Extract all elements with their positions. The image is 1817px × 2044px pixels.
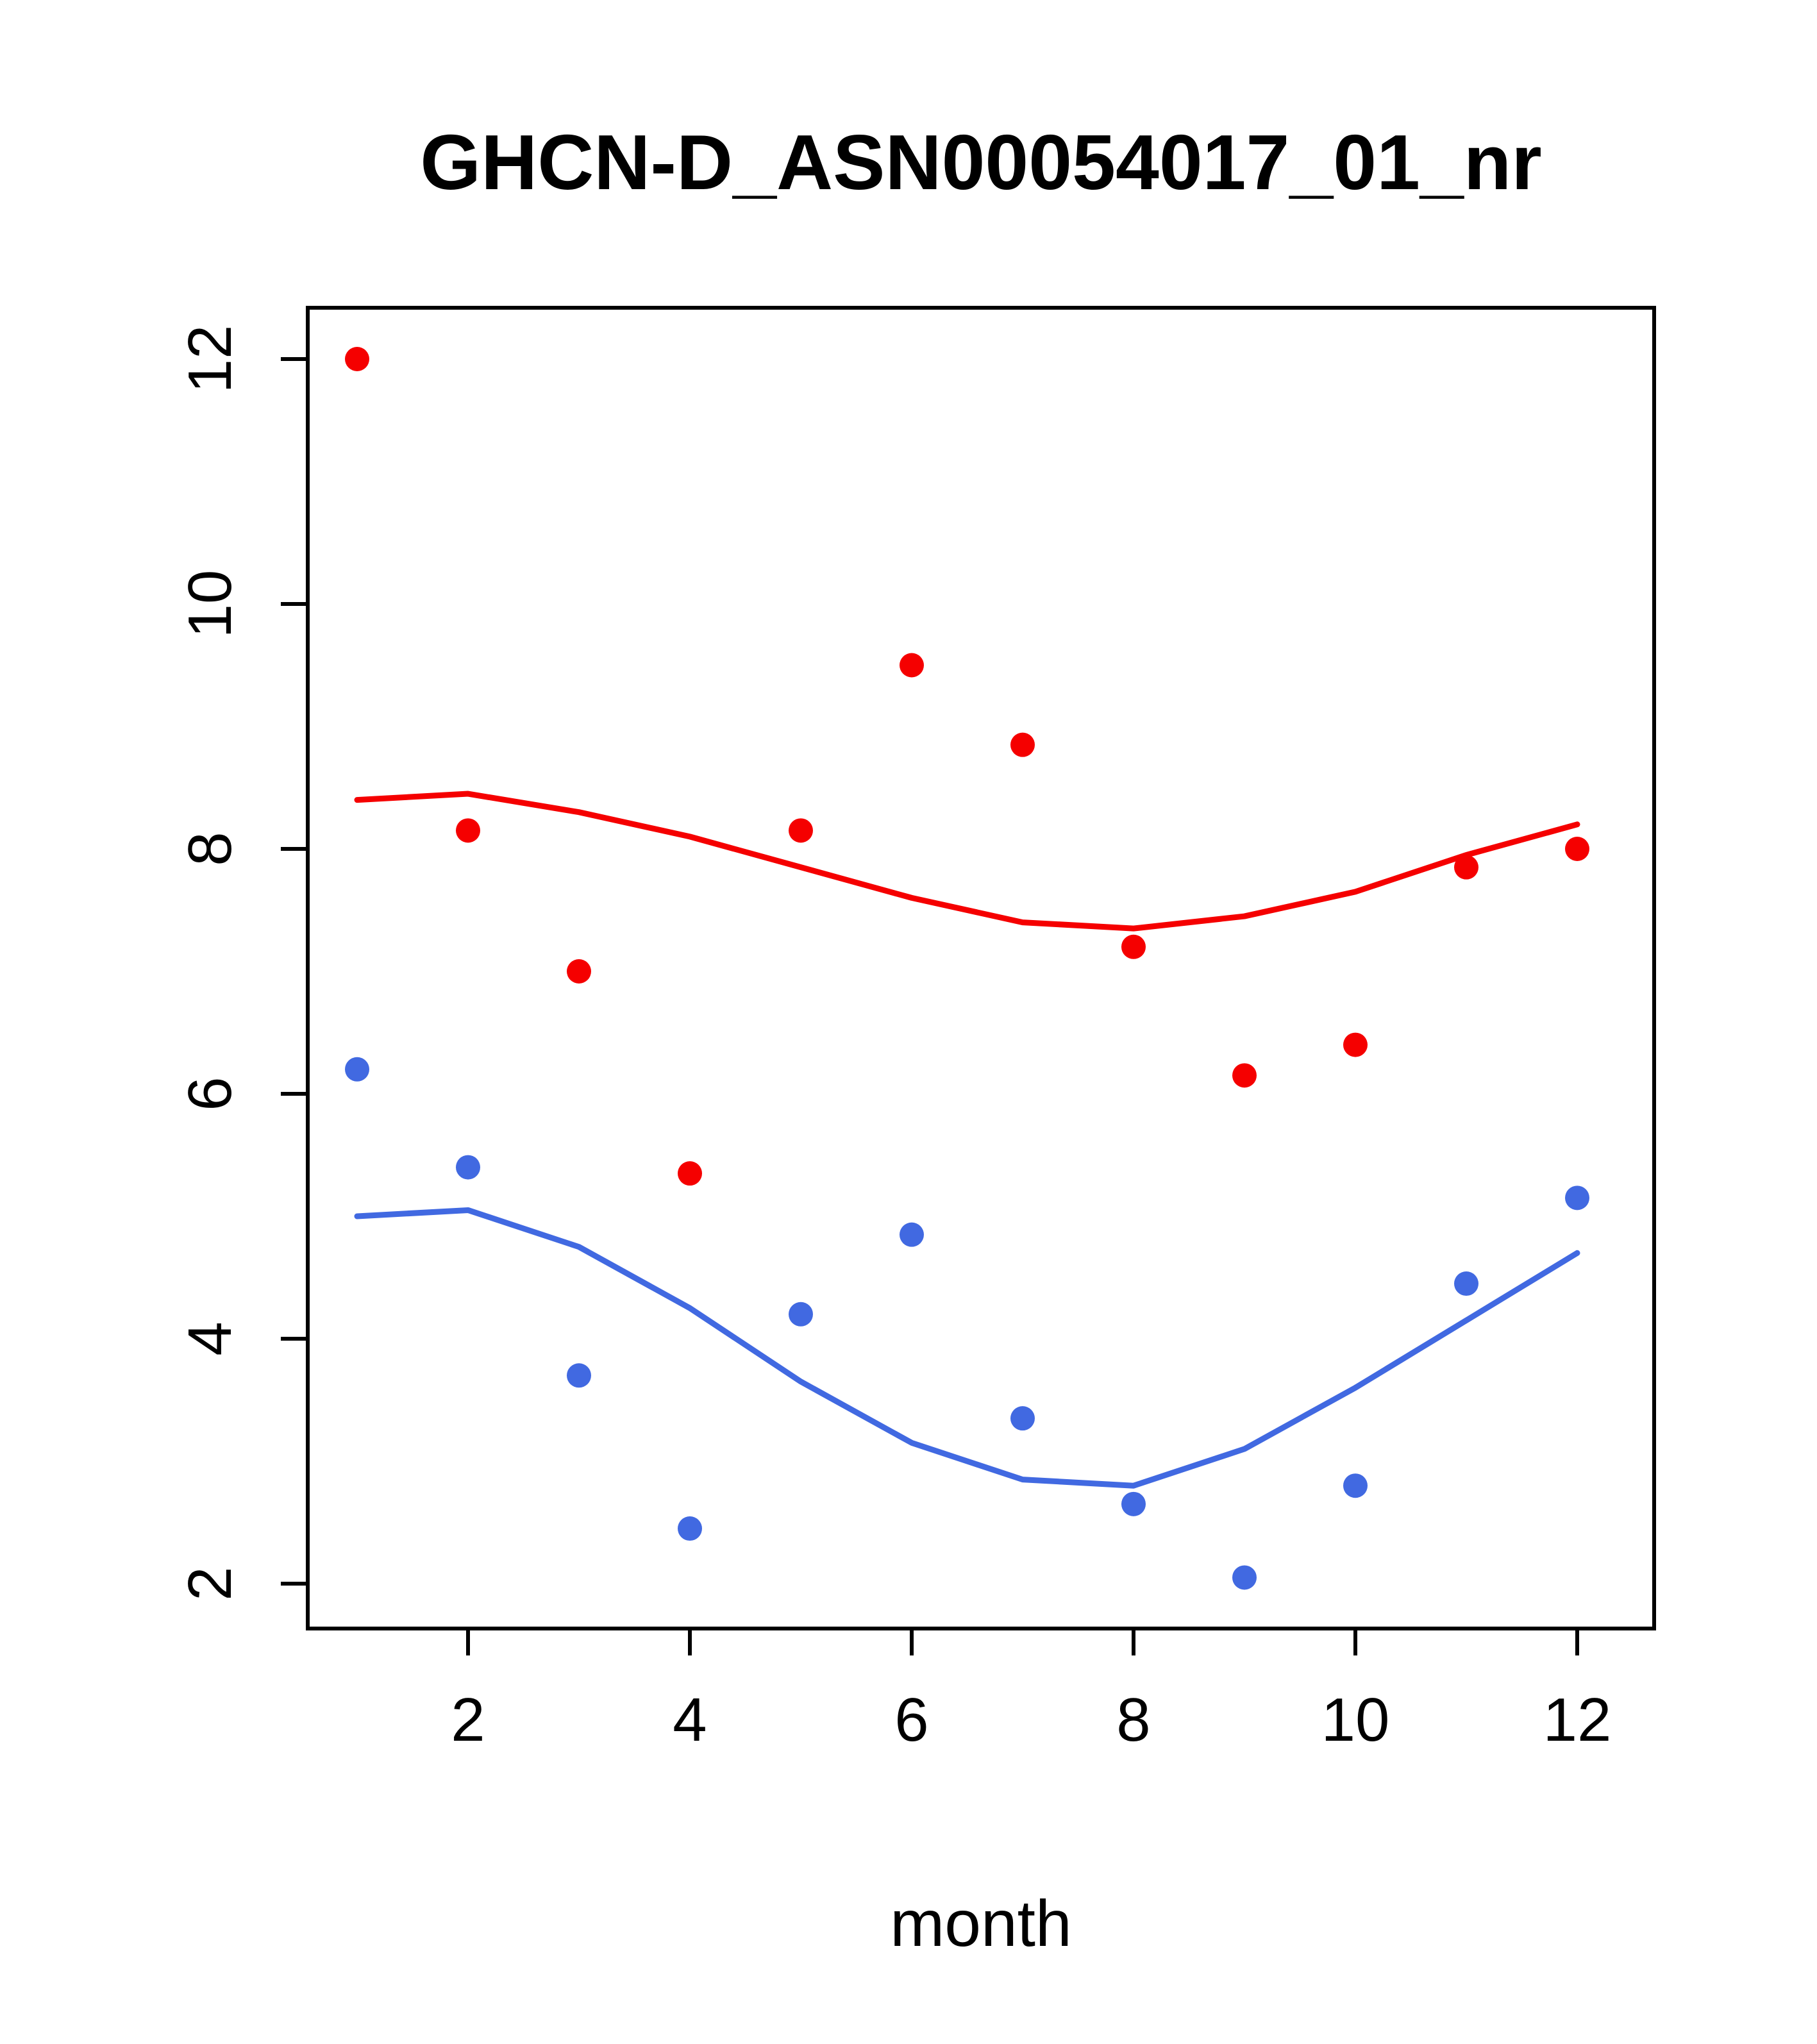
upper-points-marker [1121, 934, 1146, 959]
x-axis-label: month [890, 1887, 1072, 1960]
lower-points-marker [1121, 1491, 1146, 1516]
lower-points-marker [456, 1155, 480, 1180]
lower-points-marker [345, 1057, 369, 1082]
lower-points-marker [1343, 1473, 1368, 1498]
upper-smooth-line [354, 791, 1580, 932]
chart-title: GHCN-D_ASN00054017_01_nr [420, 119, 1542, 206]
x-tick-label: 2 [451, 1686, 485, 1754]
upper-points-marker [1343, 1032, 1368, 1057]
lower-points-marker [1232, 1565, 1257, 1590]
x-tick-label: 4 [673, 1686, 707, 1754]
lower-points-marker [900, 1222, 924, 1247]
upper-points-marker [1565, 837, 1589, 861]
upper-points-marker [678, 1161, 702, 1186]
lower-points-marker [1454, 1271, 1478, 1296]
x-tick-label: 10 [1321, 1686, 1390, 1754]
lower-points-marker [1565, 1185, 1589, 1210]
upper-points-marker [1010, 732, 1035, 757]
x-tick-label: 8 [1116, 1686, 1150, 1754]
plot-box [306, 306, 1656, 1630]
plot-area: 2 4 6 8 10 12 2 4 6 8 10 12 [176, 306, 1656, 1754]
x-tick-label: 6 [894, 1686, 928, 1754]
lower-points-marker [1010, 1406, 1035, 1431]
upper-points-marker [900, 653, 924, 678]
upper-points-marker [567, 959, 591, 984]
upper-points-marker [456, 818, 480, 843]
y-tick-label: 2 [176, 1566, 244, 1600]
y-tick-label: 8 [176, 832, 244, 866]
y-tick-label: 4 [176, 1321, 244, 1355]
upper-points-marker [1454, 855, 1478, 880]
lower-points-marker [678, 1516, 702, 1541]
upper-points-marker [1232, 1063, 1257, 1088]
upper-points-marker [345, 347, 369, 371]
x-tick-label: 12 [1543, 1686, 1612, 1754]
y-tick-label: 6 [176, 1076, 244, 1110]
y-tick-label: 12 [176, 325, 244, 394]
lower-smooth-line [354, 1207, 1580, 1489]
upper-points-marker [789, 818, 813, 843]
lower-points-marker [567, 1363, 591, 1388]
lower-points-marker [789, 1302, 813, 1327]
y-tick-label: 10 [176, 570, 244, 639]
